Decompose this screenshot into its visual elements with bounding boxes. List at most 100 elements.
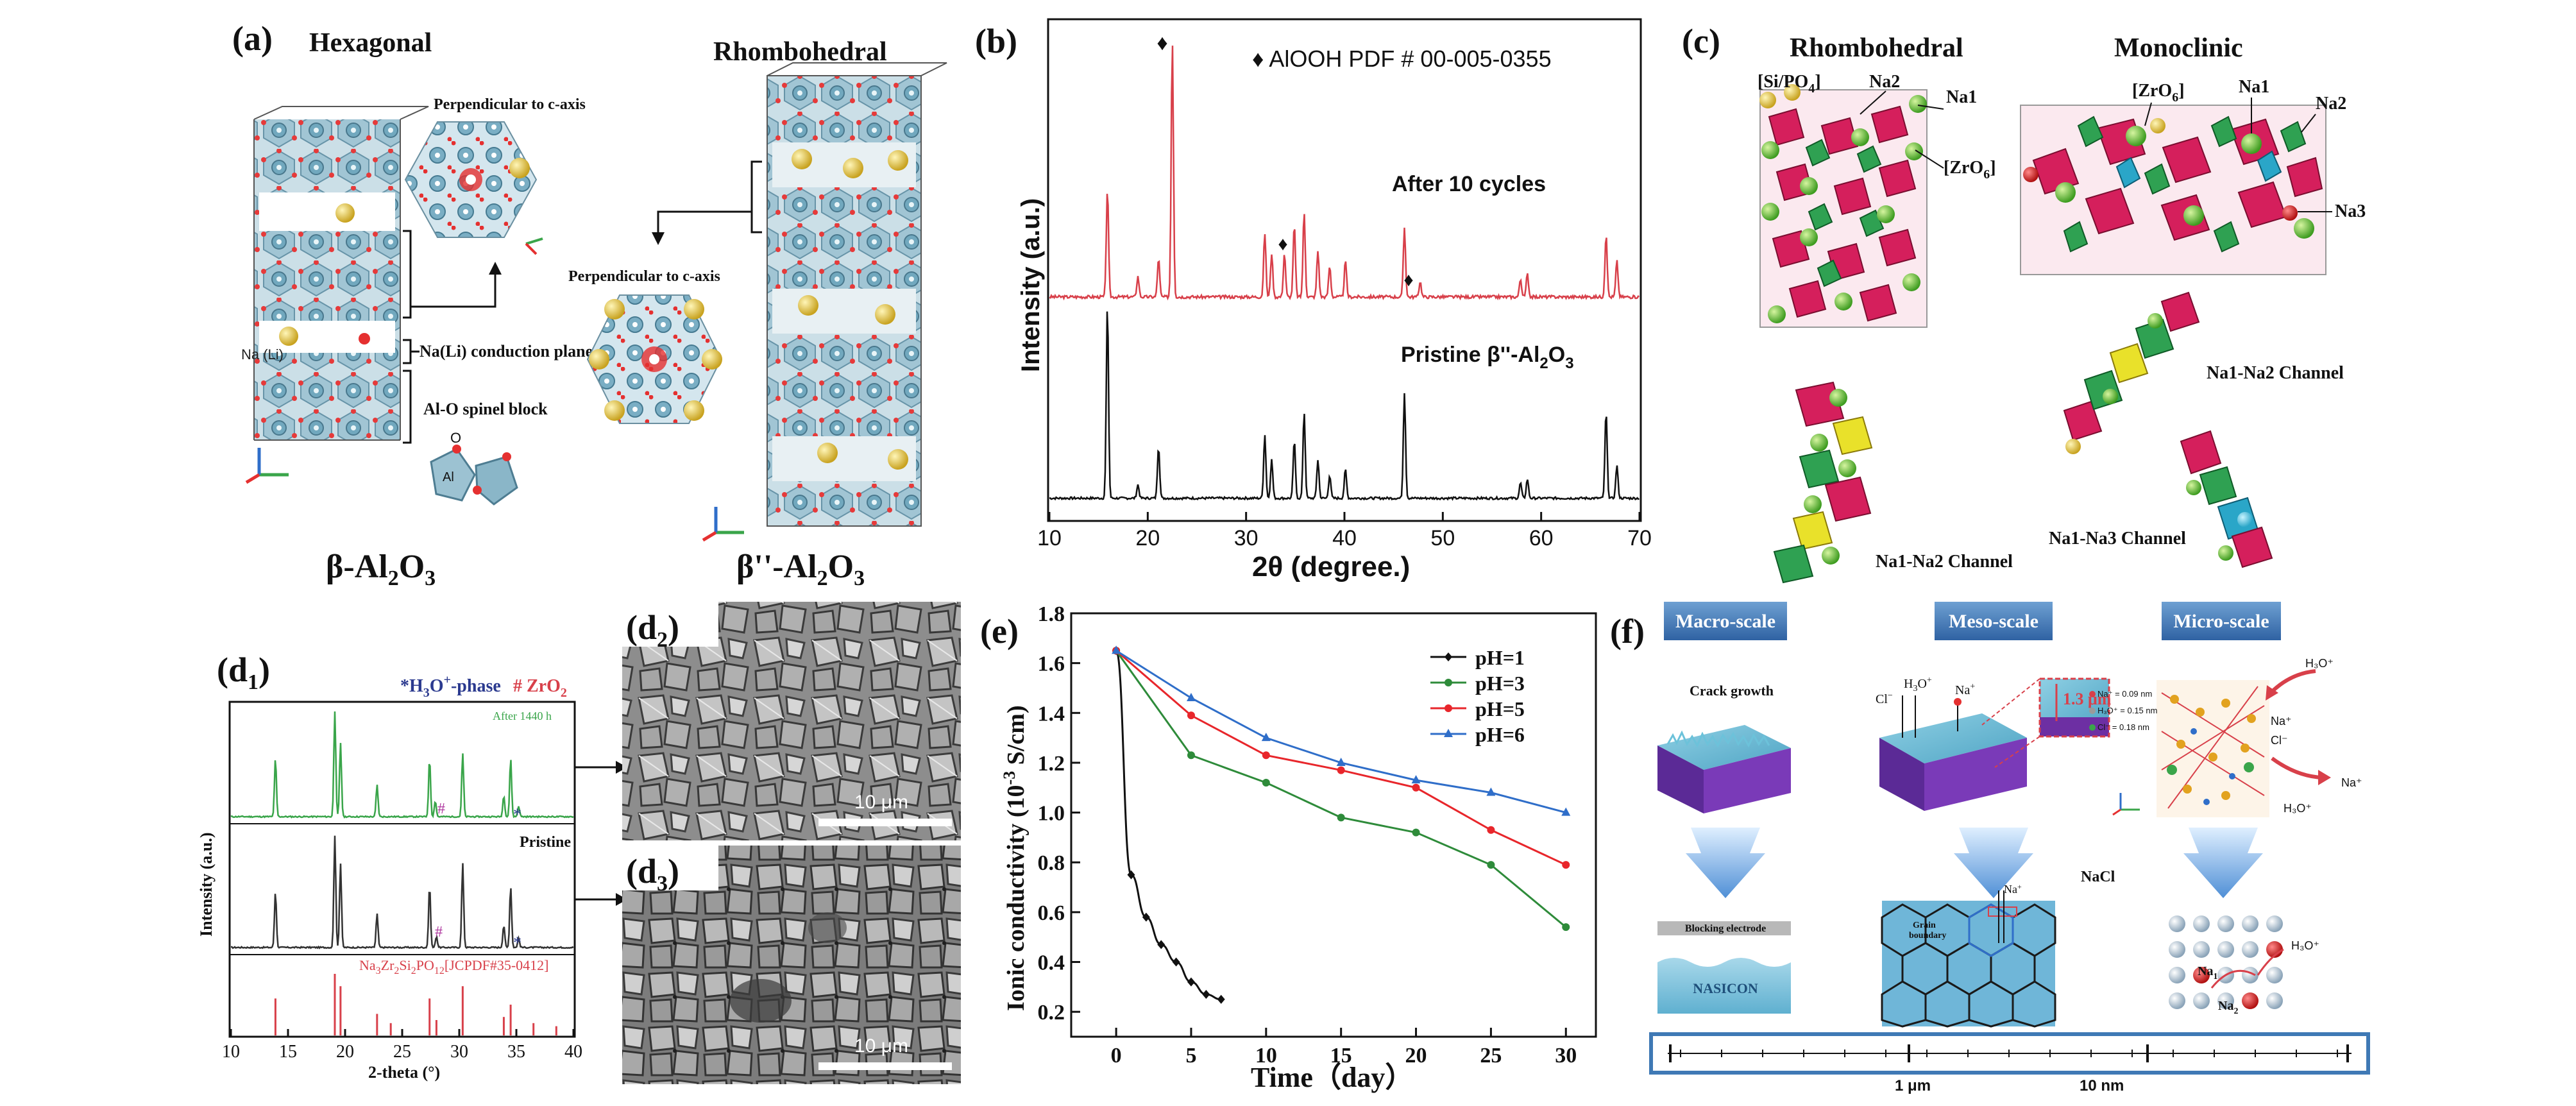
header-macro [1664,602,1787,640]
lattice-ion [2193,992,2210,1009]
xrd-d1-curves [230,711,574,1035]
d1-legend-zro2: # ZrO2 [513,676,567,700]
legend-label: pH=5 [1475,697,1525,720]
na-li-label: Na (Li) [241,346,284,362]
na1-label-mono: Na1 [2239,77,2269,97]
data-point [1561,807,1571,816]
lattice-ion [2242,941,2258,958]
micro-h3o-top: H₃O⁺ [2305,657,2334,670]
scalebar-d3 [818,1062,952,1070]
meso-h3o-label: H3O+ [1904,676,1932,693]
scalebar-d3-label: 10 μm [854,1035,908,1057]
conductivity-series [1112,645,1571,1004]
panel-d2: (d2) 10 μm [622,602,961,840]
na2-lattice-label: Na2 [2218,999,2238,1016]
legend-label: pH=6 [1475,723,1525,746]
rhombohedral-unit-cell [702,62,947,542]
data-point [1127,870,1135,880]
b-xtick-label: 70 [1627,526,1652,550]
data-point [1187,977,1195,987]
d1-ref-label: Na3Zr2Si2PO12[JCPDF#35-0412] [359,957,548,976]
channel-mono-na1-na2 [2063,291,2200,454]
meso-na-label: Na+ [1955,682,1975,697]
xrd-b-curves [1049,46,1640,501]
data-point [1172,957,1180,967]
micro-na: Na⁺ [2271,715,2292,727]
nacl-label: NaCl [2081,869,2115,885]
data-point [1487,826,1495,834]
channel-label-rhombo: Na1-Na2 Channel [1876,552,2013,572]
radius-na: Na⁺ = 0.09 nm [2097,689,2152,699]
lattice-ion [2242,992,2258,1009]
spinel-block-label: Al-O spinel block [423,400,548,418]
xrd-pristine-d1-line [231,835,574,949]
xrd-pristine-line [1049,311,1640,501]
rhombohedral-title-c: Rhombohedral [1790,33,1963,63]
panel-e-label: (e) [980,612,1019,651]
data-point [1337,766,1345,774]
data-point [1142,912,1150,922]
al-label: Al [443,470,454,484]
si-po4-label: [Si/PO4] [1758,72,1821,96]
scale-1um: 1 μm [1895,1077,1931,1094]
legend-label: pH=1 [1475,646,1525,669]
b-xtick-label: 40 [1332,526,1357,550]
thickness-inset: 1.3 μm [1981,677,2112,768]
b-xtick-label: 30 [1234,526,1258,550]
marker-diamond-1: ♦ [1157,31,1167,55]
xrd-b-after-label: After 10 cycles [1392,172,1546,196]
d1-xtick-label: 25 [393,1042,411,1062]
panel-f-label: (f) [1610,612,1645,651]
rhombohedral-title-a: Rhombohedral [713,37,887,67]
channel-label-mono-2: Na1-Na3 Channel [2049,529,2186,549]
data-point [1217,994,1225,1004]
e-ytick-label: 1.8 [1038,602,1065,626]
micro-cl: Cl⁻ [2271,734,2288,747]
lattice-ion [2266,941,2283,958]
xrd-b-xlabel: 2θ (degree.) [1252,551,1410,583]
d1-marker-hash-2: # [435,924,443,940]
scale-10nm: 10 nm [2080,1077,2124,1094]
brace-perpendicular-a [403,230,412,319]
brace-conduction [403,339,412,364]
e-ytick-label: 0.2 [1038,1001,1065,1025]
blocking-electrode-label: Blocking electrode [1685,923,1766,934]
lattice-ion [2217,941,2234,958]
brace-spinel [403,370,412,444]
lattice-ion [2169,992,2185,1009]
na3-label-mono: Na3 [2335,201,2366,221]
na2-label-rhombo: Na2 [1869,72,1900,92]
hexagonal-unit-cell: Na (Li) [241,106,429,484]
d1-legend-h3o: *H3O+-phase [400,673,501,700]
data-point [1112,645,1121,654]
marker-diamond-2: ♦ [1278,234,1287,255]
data-point [1486,787,1496,796]
data-point [1562,923,1570,932]
o-label: O [450,430,461,446]
data-point [1261,733,1271,742]
radius-h3o: H₃O⁺ = 0.15 nm [2097,706,2157,715]
channel-label-mono-1: Na1-Na2 Channel [2207,363,2344,383]
e-xtick-label: 0 [1111,1044,1122,1068]
perp-label-2: Perpendicular to c-axis [568,268,720,285]
conduction-plane-label: Na(Li) conduction plane [419,342,593,361]
lattice-ion [2242,915,2258,932]
micro-arrow-out [2271,756,2323,779]
monoclinic-title: Monoclinic [2114,33,2243,63]
panel-d3: (d3) 10 μm [622,846,961,1084]
b-xtick-label: 10 [1037,526,1062,550]
hop-arrow-1 [2210,969,2256,989]
panel-c-label: (c) [1682,22,1720,60]
e-ytick-label: 1.6 [1038,652,1065,676]
down-arrow-macro [1686,828,1765,898]
panel-a-label: (a) [232,19,273,58]
micro-ball-lattice [2169,915,2283,1009]
lattice-ion [2217,915,2234,932]
d1-xlabel: 2-theta (°) [368,1063,440,1082]
e-ytick-label: 0.4 [1038,951,1065,975]
e-ytick-label: 0.8 [1038,851,1065,875]
na2-label-mono: Na2 [2316,94,2346,114]
panel-d1: (d1) *H3O+-phase # ZrO2 10 15 20 25 30 35 40 A… [197,651,627,1082]
axes-icon-a1 [245,448,289,484]
